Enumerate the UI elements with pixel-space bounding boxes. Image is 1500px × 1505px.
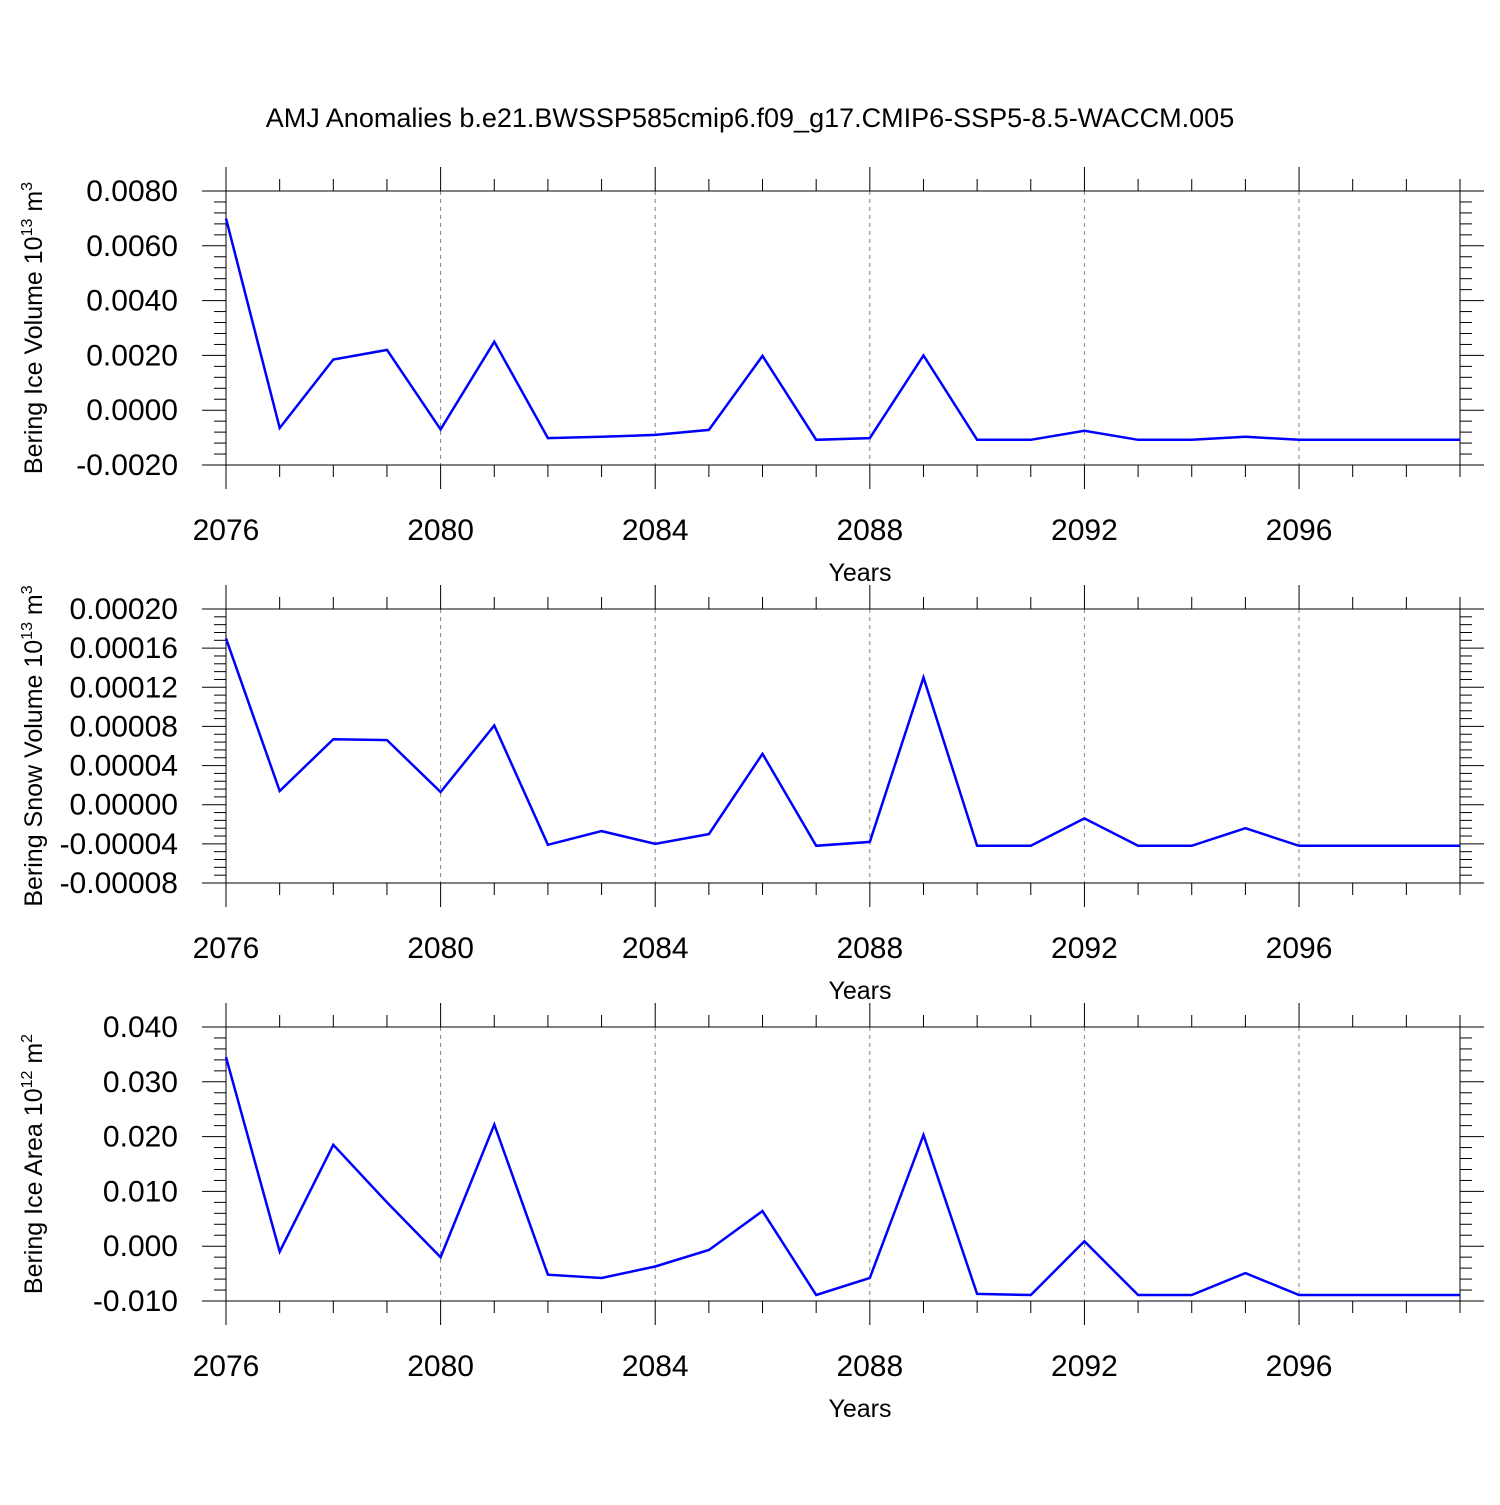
y-axis-label-unit: m [20, 1043, 48, 1071]
y-axis-label-exponent: 12 [19, 1070, 36, 1088]
x-tick-label: 2084 [622, 932, 689, 965]
x-axis-label: Years [828, 1395, 891, 1423]
y-axis-label: Bering Snow Volume 1013 m3 [19, 585, 48, 906]
y-tick-label: 0.00020 [70, 593, 178, 626]
y-axis-label-unit: m [20, 191, 48, 219]
y-tick-label: 0.00016 [70, 632, 178, 665]
plot-frame [225, 190, 1461, 466]
x-tick-label: 2080 [407, 932, 474, 965]
y-axis-label-text: Bering Snow Volume 10 [20, 640, 48, 907]
y-tick-label: -0.00004 [60, 828, 178, 861]
chart-panel-3: 0.040 0.030 0.020 0.010 0.000 -0.010 2076 2080 2… [19, 1003, 1484, 1423]
x-axis-label: Years [828, 559, 891, 587]
x-tick-label: 2076 [193, 932, 260, 965]
x-tick-label: 2080 [407, 514, 474, 547]
x-tick-label: 2088 [836, 1350, 903, 1383]
y-tick-label: 0.000 [103, 1230, 178, 1263]
chart-panel-2: 0.00020 0.00016 0.00012 0.00008 0.00004 0.000… [19, 585, 1484, 1005]
y-axis-label-text: Bering Ice Area 10 [20, 1088, 48, 1294]
y-axis-label-text: Bering Ice Volume 10 [20, 236, 48, 474]
y-tick-label: 0.00008 [70, 710, 178, 743]
plot-frame [225, 1026, 1461, 1302]
series-line [224, 1056, 1460, 1297]
plot-frame [225, 608, 1461, 884]
x-tick-label: 2076 [193, 514, 260, 547]
y-tick-label: 0.00004 [70, 750, 178, 783]
y-axis-label: Bering Ice Area 1012 m2 [19, 1034, 48, 1294]
y-tick-label: 0.0040 [86, 285, 178, 318]
y-tick-label: 0.030 [103, 1066, 178, 1099]
y-tick-label: 0.040 [103, 1011, 178, 1044]
series-line [224, 637, 1460, 848]
chart-title: AMJ Anomalies b.e21.BWSSP585cmip6.f09_g1… [266, 103, 1234, 133]
y-axis-label-unit-exponent: 2 [19, 1034, 36, 1043]
y-axis-label: Bering Ice Volume 1013 m3 [19, 182, 48, 474]
y-tick-label: 0.00000 [70, 789, 178, 822]
x-tick-label: 2092 [1051, 1350, 1118, 1383]
x-tick-label: 2084 [622, 514, 689, 547]
y-tick-label: 0.010 [103, 1175, 178, 1208]
y-axis-label-unit: m [20, 594, 48, 622]
x-tick-label: 2088 [836, 932, 903, 965]
y-tick-label: 0.0020 [86, 339, 178, 372]
x-tick-label: 2080 [407, 1350, 474, 1383]
y-axis-label-exponent: 13 [19, 219, 36, 237]
chart-panel-1: 0.0080 0.0060 0.0040 0.0020 0.0000 -0.0020 207… [19, 167, 1484, 587]
x-tick-label: 2084 [622, 1350, 689, 1383]
x-tick-label: 2092 [1051, 514, 1118, 547]
y-tick-label: -0.0020 [76, 449, 178, 482]
y-tick-label: 0.0060 [86, 230, 178, 263]
y-axis-label-exponent: 13 [19, 622, 36, 640]
x-tick-label: 2076 [193, 1350, 260, 1383]
x-axis-label: Years [828, 977, 891, 1005]
y-tick-label: 0.020 [103, 1121, 178, 1154]
y-tick-label: 0.0000 [86, 394, 178, 427]
y-tick-label: 0.0080 [86, 175, 178, 208]
x-tick-label: 2088 [836, 514, 903, 547]
y-tick-label: 0.00012 [70, 671, 178, 704]
series-line [224, 218, 1460, 442]
y-tick-label: -0.00008 [60, 867, 178, 900]
x-tick-label: 2092 [1051, 932, 1118, 965]
y-axis-label-unit-exponent: 3 [19, 585, 36, 594]
x-tick-label: 2096 [1266, 1350, 1333, 1383]
x-tick-label: 2096 [1266, 514, 1333, 547]
y-axis-label-unit-exponent: 3 [19, 182, 36, 191]
y-tick-label: -0.010 [93, 1285, 178, 1318]
x-tick-label: 2096 [1266, 932, 1333, 965]
